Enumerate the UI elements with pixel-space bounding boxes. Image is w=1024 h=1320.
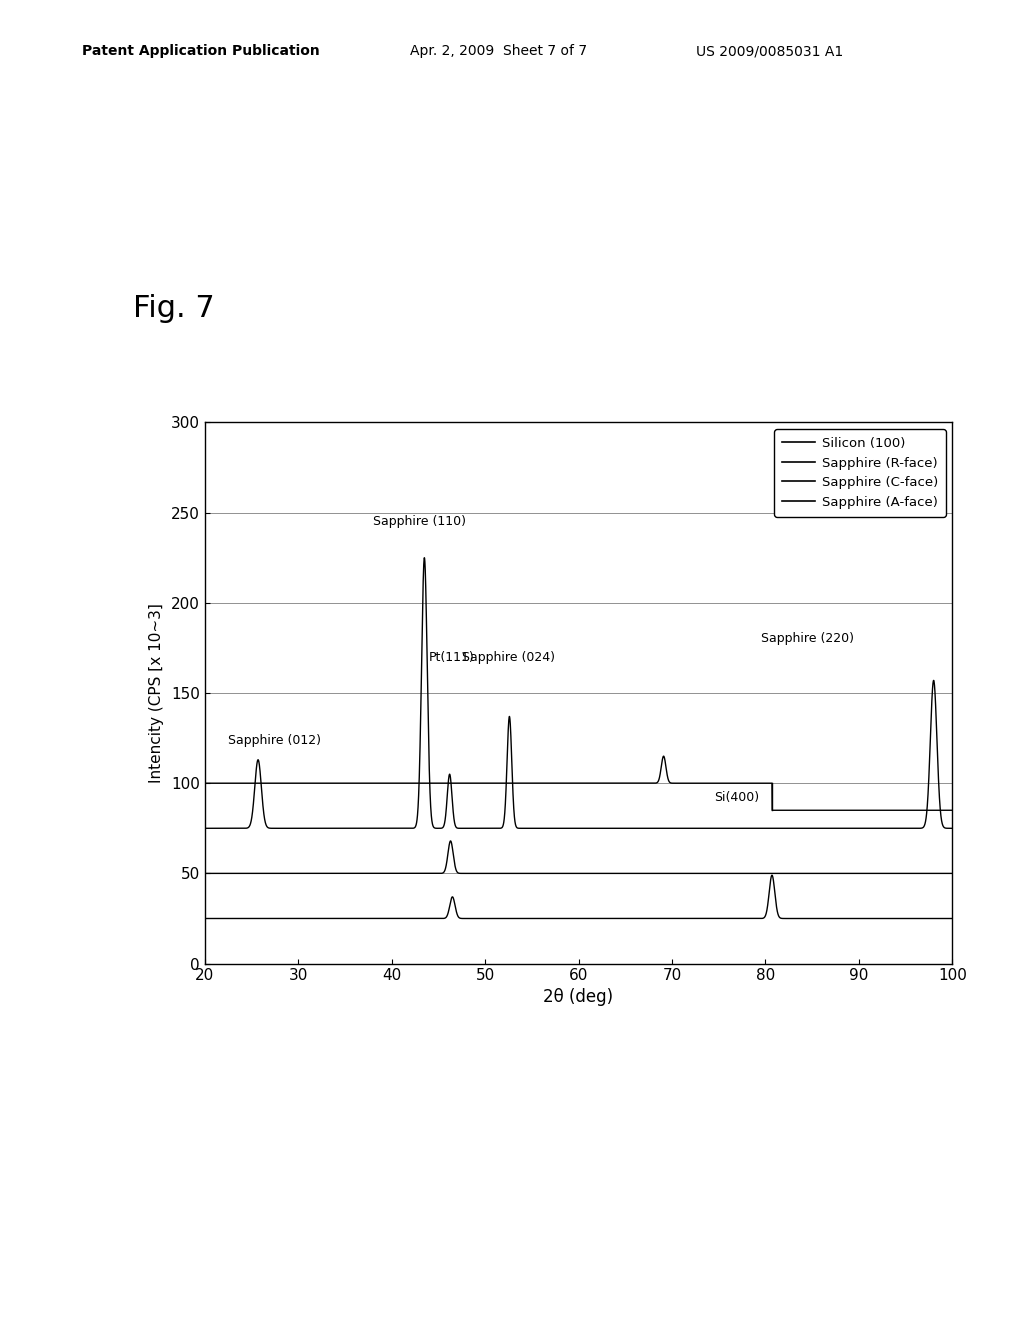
Text: Pt(111): Pt(111) — [429, 651, 475, 664]
Text: Patent Application Publication: Patent Application Publication — [82, 45, 319, 58]
Text: Si(400): Si(400) — [714, 791, 759, 804]
Text: Sapphire (024): Sapphire (024) — [462, 651, 555, 664]
Y-axis label: Intencity (CPS [x 10~3]: Intencity (CPS [x 10~3] — [150, 603, 164, 783]
Text: Sapphire (012): Sapphire (012) — [228, 734, 322, 747]
Text: Sapphire (220): Sapphire (220) — [761, 632, 854, 645]
Legend: Silicon (100), Sapphire (R-face), Sapphire (C-face), Sapphire (A-face): Silicon (100), Sapphire (R-face), Sapphi… — [774, 429, 946, 516]
Text: Fig. 7: Fig. 7 — [133, 294, 215, 323]
Text: US 2009/0085031 A1: US 2009/0085031 A1 — [696, 45, 844, 58]
Text: Sapphire (110): Sapphire (110) — [373, 515, 466, 528]
X-axis label: 2θ (deg): 2θ (deg) — [544, 987, 613, 1006]
Text: Apr. 2, 2009  Sheet 7 of 7: Apr. 2, 2009 Sheet 7 of 7 — [410, 45, 587, 58]
